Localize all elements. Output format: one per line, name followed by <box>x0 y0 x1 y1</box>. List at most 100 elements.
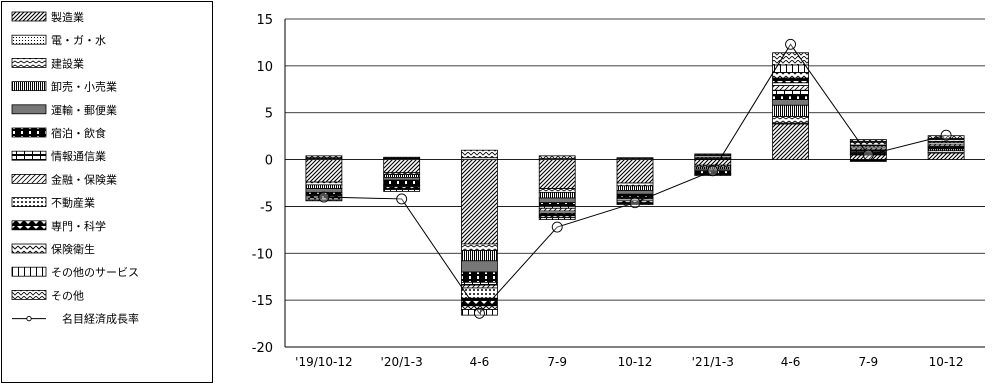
legend-swatch <box>11 243 47 254</box>
legend-label: 不動産業 <box>51 196 95 210</box>
growth-rate-point <box>707 165 719 177</box>
bar-segment <box>772 99 809 106</box>
legend-label: 名目経済成長率 <box>62 312 139 326</box>
bar-segment <box>616 190 654 195</box>
growth-rate-point <box>862 149 874 161</box>
legend-swatch <box>11 220 47 231</box>
bar-segment <box>772 72 809 79</box>
growth-rate-point <box>785 38 797 50</box>
y-tick-label: 5 <box>265 107 273 122</box>
legend-swatch <box>11 150 47 161</box>
y-tick-label: 10 <box>256 60 273 75</box>
legend-label: 運輸・郵便業 <box>51 103 117 117</box>
y-tick-label: 0 <box>265 154 273 169</box>
bar-segment <box>461 309 498 316</box>
bar-segment <box>616 193 654 198</box>
bar-segment <box>305 199 343 202</box>
bar-segment <box>694 159 732 166</box>
legend-label: 保険衛生 <box>51 242 95 256</box>
x-tick-label: 4-6 <box>781 355 801 369</box>
legend-swatch <box>11 58 47 68</box>
bar-segment <box>383 159 421 174</box>
bar-segment <box>305 155 343 159</box>
bar-segment <box>383 189 421 192</box>
bar-segment <box>772 123 809 160</box>
bar-segment <box>772 82 809 86</box>
legend-swatch <box>11 197 47 208</box>
legend-label: その他 <box>51 289 84 302</box>
bar-segment <box>616 182 654 187</box>
plot-area: 15 10 5 0 -5 -10 -15 -20 '19/10-12 '20/1-3 4-6 7-9 1… <box>252 13 985 369</box>
bar-segment <box>305 184 343 190</box>
legend-swatch <box>11 266 47 277</box>
x-tick-label: 7-9 <box>547 355 567 369</box>
x-tick-label: '19/10-12 <box>295 355 352 369</box>
growth-rate-point <box>940 129 952 141</box>
bar-segment <box>461 271 498 283</box>
legend-line-marker <box>26 315 32 322</box>
bar-segment <box>305 181 343 186</box>
bar-segment <box>849 139 887 142</box>
bar-segment <box>383 176 421 181</box>
bar-segment <box>461 281 498 286</box>
bar-segment <box>461 243 498 251</box>
x-tick-label: '21/1-3 <box>692 355 734 369</box>
legend-label: 情報通信業 <box>51 150 106 163</box>
legend-label: 宿泊・飲食 <box>51 126 106 140</box>
bar-segment <box>616 203 654 205</box>
bar-segment <box>538 197 576 204</box>
legend-label: 卸売・小売業 <box>51 80 117 94</box>
bar-segment <box>694 153 732 156</box>
y-tick-label: -10 <box>252 247 273 262</box>
legend-swatch <box>11 11 47 22</box>
growth-rate-point <box>396 193 408 205</box>
bar-segment <box>461 159 498 245</box>
bar-segment <box>383 174 421 178</box>
bar-segment <box>461 250 498 262</box>
y-tick-label: -15 <box>252 294 273 309</box>
y-tick-label: -5 <box>260 200 273 215</box>
bar-segment <box>772 104 809 117</box>
growth-rate-line <box>323 43 947 315</box>
bar-segment <box>772 64 809 73</box>
bar-segment <box>305 159 343 183</box>
growth-rate-point <box>473 307 485 319</box>
bar-segment <box>461 260 498 273</box>
bar-segment <box>772 89 809 97</box>
bar-segment <box>772 52 809 66</box>
bar-segment <box>616 157 654 160</box>
bar-segment <box>538 207 576 212</box>
bar-segment <box>538 188 576 193</box>
growth-rate-point <box>318 191 330 203</box>
bar-segment <box>927 152 965 160</box>
bar-segment <box>461 287 498 299</box>
legend-label: 金融・保険業 <box>51 172 117 186</box>
bar-segment <box>772 95 809 100</box>
bar-segment <box>849 141 887 146</box>
bar-segment <box>383 179 421 186</box>
legend: 製造業電・ガ・水建設業卸売・小売業運輸・郵便業宿泊・飲食情報通信業金融・保険業不… <box>11 10 139 326</box>
bar-segment <box>616 159 654 184</box>
bar-segment <box>616 185 654 191</box>
bar-segment <box>538 202 576 207</box>
x-tick-label: 7-9 <box>859 355 879 369</box>
legend-swatch <box>11 173 47 184</box>
bar-segment <box>772 77 809 84</box>
legend-swatch <box>11 34 47 45</box>
legend-label: 電・ガ・水 <box>51 34 106 47</box>
bar-segment <box>461 149 498 159</box>
bar-segment <box>772 116 809 124</box>
legend-label: 建設業 <box>51 56 84 70</box>
bar-segment <box>538 212 576 217</box>
bar-segment <box>538 191 576 199</box>
legend-swatch <box>11 104 47 115</box>
x-tick-label: 4-6 <box>470 355 490 369</box>
bar-segment <box>461 284 498 289</box>
growth-rate-point <box>551 221 563 233</box>
legend-swatch <box>11 127 47 138</box>
legend-label: 専門・科学 <box>51 219 106 233</box>
bar-segment <box>538 155 576 160</box>
bar-segment <box>538 217 576 220</box>
